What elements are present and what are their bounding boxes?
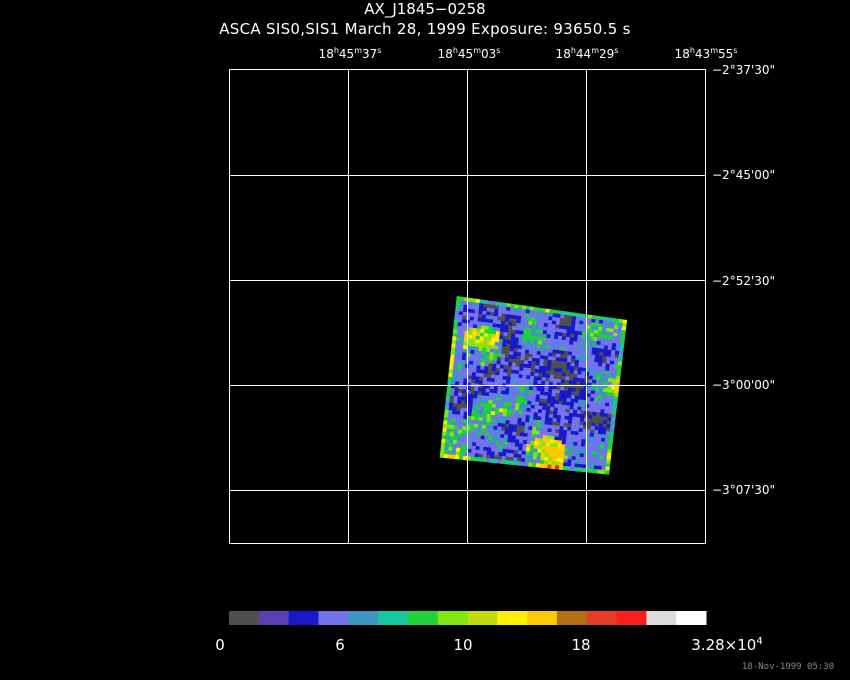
colorbar-swatch	[378, 611, 409, 625]
colorbar-label: 6	[335, 636, 345, 654]
colorbar-swatch	[288, 611, 319, 625]
colorbar-swatch	[437, 611, 468, 625]
colorbar-swatch	[616, 611, 647, 625]
ra-tick-label: 18h45m03s	[437, 46, 501, 61]
dec-tick-label: −3°07'30"	[712, 483, 776, 497]
colorbar-swatch	[676, 611, 707, 625]
colorbar-swatch	[348, 611, 379, 625]
colorbar-label: 10	[453, 636, 473, 654]
ra-tick-label: 18h44m29s	[555, 46, 619, 61]
colorbar-swatch	[497, 611, 528, 625]
coordinate-grid	[229, 69, 706, 544]
colorbar-swatch	[527, 611, 558, 625]
colorbar-swatch	[556, 611, 588, 625]
colorbar-swatch	[229, 611, 260, 625]
colorbar-label: 18	[571, 636, 591, 654]
dec-tick-label: −2°52'30"	[712, 274, 776, 288]
colorbar-swatch	[407, 611, 439, 625]
dec-tick-label: −2°45'00"	[712, 168, 776, 182]
colorbar-swatch	[646, 611, 677, 625]
colorbar-max-label: 3.28×104	[691, 636, 763, 654]
dec-tick-label: −2°37'30"	[712, 63, 776, 77]
colorbar-swatch	[258, 611, 290, 625]
timestamp: 18-Nov-1999 05:30	[742, 662, 835, 672]
ra-tick-label: 18h43m55s	[674, 46, 738, 61]
image-title: AX_J1845−0258	[364, 0, 486, 18]
colorbar-swatch	[467, 611, 498, 625]
colorbar	[229, 611, 707, 625]
ra-tick-label: 18h45m37s	[318, 46, 382, 61]
dec-tick-label: −3°00'00"	[712, 378, 776, 392]
colorbar-label: 0	[215, 636, 225, 654]
image-subtitle: ASCA SIS0,SIS1 March 28, 1999 Exposure: …	[219, 20, 631, 38]
colorbar-swatch	[586, 611, 618, 625]
colorbar-swatch	[318, 611, 349, 625]
